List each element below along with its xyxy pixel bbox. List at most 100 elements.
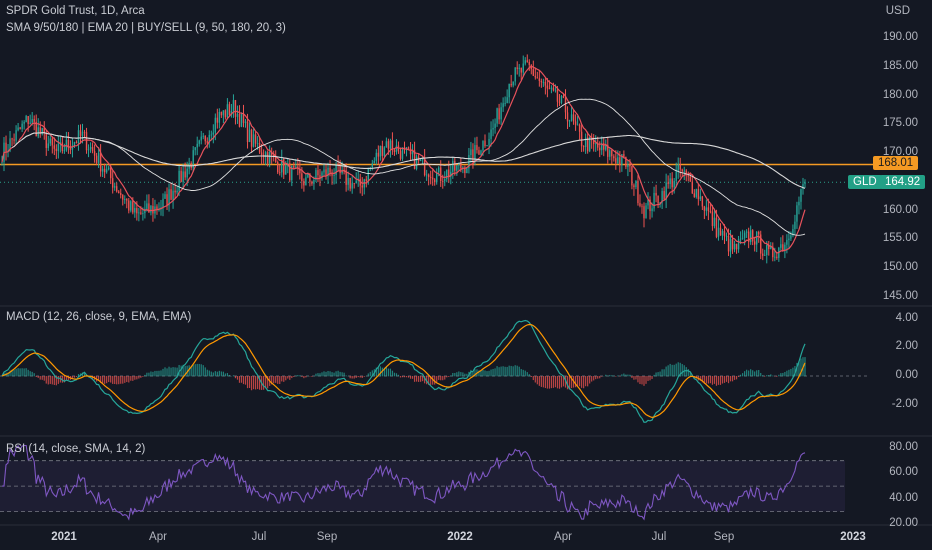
macd-hist-bar (222, 371, 224, 377)
candle-body (277, 162, 279, 173)
candle-body (371, 163, 374, 168)
macd-hist-bar (146, 372, 148, 377)
macd-hist-bar (442, 376, 444, 381)
macd-line[interactable] (1, 319, 806, 423)
candle-body (67, 139, 70, 148)
candle-body (17, 127, 19, 131)
candle-body (786, 239, 788, 245)
sma-180-line[interactable] (21, 132, 806, 189)
macd-hist-bar (98, 376, 100, 381)
candle-body (444, 179, 446, 182)
candle-body (659, 202, 661, 204)
macd-hist-bar (283, 376, 285, 382)
candle-body (13, 139, 15, 141)
macd-hist-bar (768, 374, 770, 377)
candle-body (516, 67, 518, 69)
macd-hist-bar (548, 376, 551, 389)
macd-hist-bar (252, 376, 255, 390)
candle-body (472, 149, 474, 162)
macd-hist-bar (387, 368, 390, 377)
sma-9-line[interactable] (1, 65, 806, 254)
candle-body (71, 145, 74, 150)
macd-hist-bar (635, 376, 637, 380)
candle-body (246, 121, 249, 143)
candle-body (182, 171, 184, 183)
candle-body (755, 231, 758, 245)
macd-hist-bar (560, 376, 563, 388)
candles[interactable] (1, 54, 806, 264)
macd-hist-bar (383, 367, 385, 377)
macd-hist-bar (122, 376, 124, 384)
macd-hist-bar (281, 376, 283, 382)
candle-body (379, 145, 382, 157)
candle-body (669, 178, 671, 184)
candle-body (49, 138, 52, 144)
candle-body (653, 192, 655, 209)
macd-hist-bar (651, 376, 653, 379)
macd-hist-bar (585, 376, 587, 387)
rsi-legend[interactable]: RSI (14, close, SMA, 14, 2) (6, 443, 146, 455)
candle-body (776, 256, 778, 258)
macd-hist-bar (750, 369, 752, 377)
macd-hist-bar (242, 376, 245, 385)
candle-body (409, 148, 412, 155)
candle-body (621, 154, 623, 166)
candle-body (180, 170, 182, 183)
candle-body (723, 231, 726, 237)
macd-hist-bar (498, 367, 500, 377)
macd-hist-bar (279, 376, 281, 385)
macd-hist-bar (581, 376, 583, 388)
candle-body (333, 174, 335, 176)
candle-body (637, 180, 639, 204)
candle-body (685, 170, 687, 175)
macd-hist-bar (39, 376, 41, 380)
macd-hist-bar (335, 371, 337, 377)
candle-body (345, 170, 347, 185)
macd-hist-bar (65, 376, 68, 381)
macd-hist-bar (512, 366, 514, 377)
candle-body (9, 138, 11, 151)
candle-body (377, 152, 380, 157)
candle-body (101, 168, 104, 172)
macd-histogram[interactable] (1, 357, 806, 391)
macd-hist-bar (154, 370, 156, 377)
symbol-tag: GLD (848, 175, 882, 189)
candle-body (613, 156, 615, 159)
candle-body (136, 208, 138, 214)
rsi-line[interactable] (2, 444, 806, 521)
macd-hist-bar (351, 376, 353, 379)
candle-body (395, 145, 398, 153)
candle-body (293, 165, 295, 168)
candle-body (230, 110, 233, 115)
sma-50-line[interactable] (11, 98, 806, 236)
candle-body (707, 207, 710, 212)
candle-body (667, 182, 669, 184)
candle-body (550, 87, 553, 89)
macd-hist-bar (301, 376, 303, 377)
candle-body (164, 194, 166, 199)
symbol-title[interactable]: SPDR Gold Trust, 1D, Arca (6, 5, 145, 17)
candle-body (299, 168, 301, 174)
macd-hist-bar (17, 368, 19, 377)
macd-signal-line[interactable] (1, 323, 806, 419)
macd-hist-bar (647, 376, 649, 381)
macd-hist-bar (118, 376, 120, 385)
macd-hist-bar (699, 376, 701, 381)
candle-body (272, 154, 275, 157)
candle-body (458, 162, 460, 166)
candle-body (703, 206, 706, 211)
macd-legend[interactable]: MACD (12, 26, close, 9, EMA, EMA) (6, 311, 192, 323)
candle-body (148, 203, 150, 213)
indicator-legend[interactable]: SMA 9/50/180 | EMA 20 | BUY/SELL (9, 50,… (6, 22, 286, 34)
macd-hist-bar (236, 376, 239, 380)
candle-body (307, 173, 309, 178)
macd-hist-bar (456, 372, 458, 377)
candle-body (683, 170, 685, 172)
candle-body (128, 200, 130, 211)
candle-body (385, 141, 388, 148)
candle-body (220, 111, 223, 116)
candle-body (21, 123, 23, 129)
macd-hist-bar (25, 368, 27, 377)
